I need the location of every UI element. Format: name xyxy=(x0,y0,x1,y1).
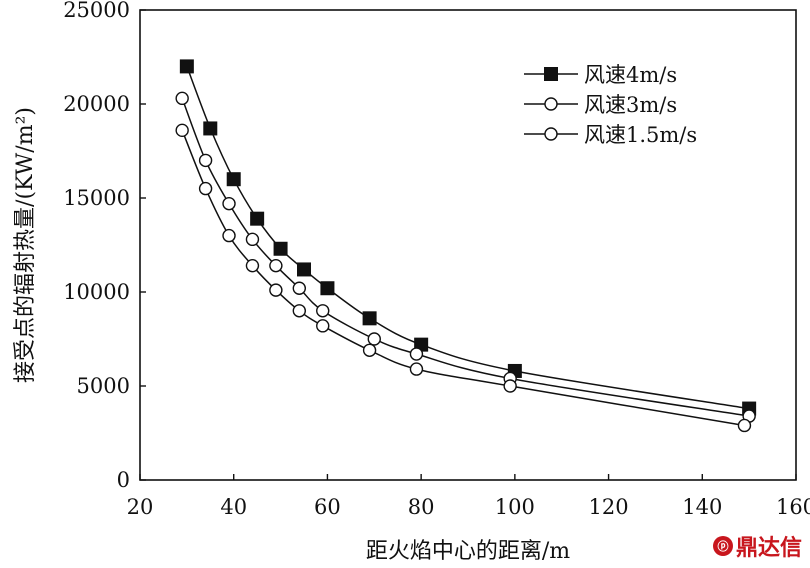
series-3-point xyxy=(222,228,236,243)
series-1-point xyxy=(203,121,218,136)
series-3-point xyxy=(198,181,213,196)
series-1-point xyxy=(273,241,288,256)
series-3-point xyxy=(269,283,283,297)
series-3-point xyxy=(737,418,752,433)
series-2 xyxy=(175,91,756,423)
x-tick-label: 60 xyxy=(314,495,341,519)
series-3-point xyxy=(245,258,260,273)
y-axis-title: 接受点的辐射热量/(KW/m²) xyxy=(13,107,38,383)
legend-label: 风速1.5m/s xyxy=(584,123,697,147)
series-2-point xyxy=(175,91,189,106)
legend-marker xyxy=(544,97,558,111)
series-3-point xyxy=(409,362,424,376)
watermark-badge-icon: ⓟ xyxy=(712,536,733,556)
series-1-point xyxy=(320,281,335,296)
plot-frame xyxy=(139,9,797,481)
x-tick-label: 120 xyxy=(589,495,629,519)
legend-label: 风速3m/s xyxy=(584,93,677,117)
series-1-point xyxy=(179,59,194,74)
series-1-point xyxy=(250,211,265,226)
series-layer xyxy=(175,59,757,433)
x-axis-title: 距火焰中心的距离/m xyxy=(366,539,570,564)
series-3-point xyxy=(175,123,189,138)
x-tick-label: 40 xyxy=(220,495,247,519)
series-1-point xyxy=(297,262,311,277)
series-2-point xyxy=(222,196,236,211)
series-2-point xyxy=(367,332,381,346)
x-tick-label: 20 xyxy=(127,495,154,519)
series-3-point xyxy=(316,319,330,333)
series-2-point xyxy=(316,304,330,318)
watermark-text: 鼎达信 xyxy=(735,536,802,561)
y-tick-label: 10000 xyxy=(63,280,130,304)
y-axis-ticks: 0 5000 10000 15000 20000 25000 xyxy=(63,0,146,492)
x-tick-label: 80 xyxy=(408,495,435,519)
x-axis-ticks: 20 40 60 80 100 120 140 160 xyxy=(127,474,810,519)
y-tick-label: 20000 xyxy=(63,92,130,116)
legend-marker xyxy=(544,127,558,141)
legend-label: 风速4m/s xyxy=(584,63,677,87)
series-2-point xyxy=(409,347,424,361)
y-tick-label: 15000 xyxy=(63,186,130,210)
legend-marker xyxy=(544,67,558,81)
y-tick-label: 5000 xyxy=(77,374,130,398)
series-3-point xyxy=(292,304,307,318)
series-2-point xyxy=(198,153,213,168)
series-3-point xyxy=(503,379,517,393)
series-1-line xyxy=(186,66,750,410)
x-tick-label: 140 xyxy=(682,495,722,519)
series-2-point xyxy=(269,258,283,273)
x-tick-label: 100 xyxy=(495,495,535,519)
legend: 风速4m/s 风速3m/s 风速1.5m/s xyxy=(524,63,697,147)
series-3 xyxy=(175,123,752,433)
series-1-point xyxy=(226,172,241,187)
series-2-point xyxy=(292,281,307,295)
series-3-line xyxy=(181,130,745,427)
series-1-point xyxy=(362,311,377,326)
series-2-point xyxy=(245,232,260,247)
y-tick-label: 25000 xyxy=(63,0,130,22)
x-tick-label: 160 xyxy=(776,495,810,519)
watermark-logo: ⓟ 鼎达信 xyxy=(712,530,802,562)
y-tick-label: 0 xyxy=(117,468,130,492)
series-3-point xyxy=(362,343,377,357)
